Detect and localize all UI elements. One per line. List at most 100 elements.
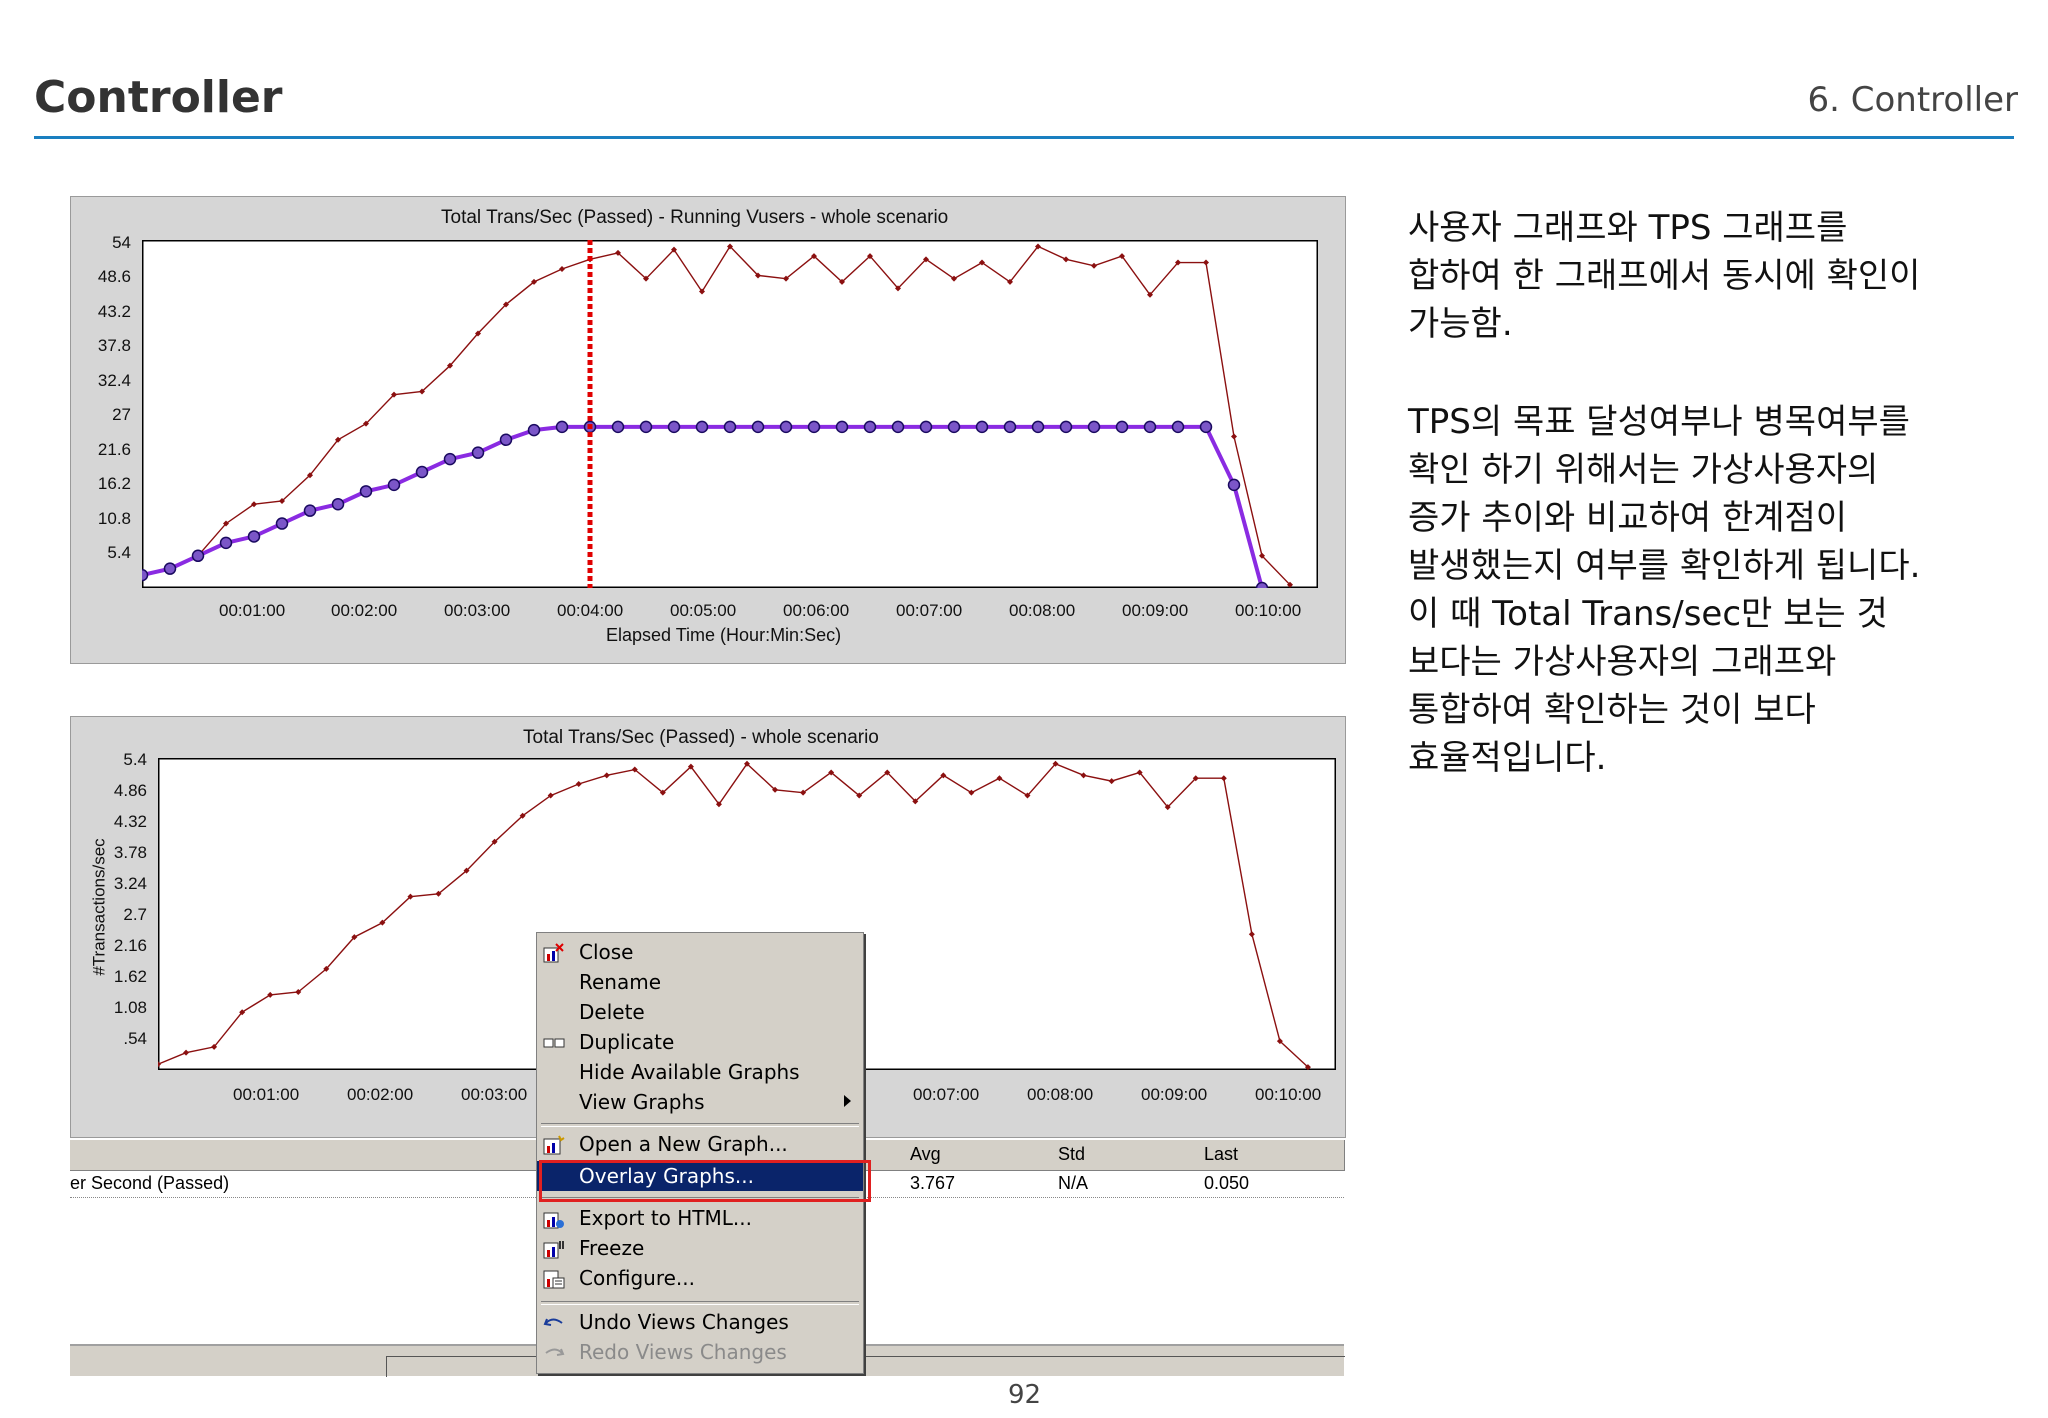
data-point (1108, 778, 1115, 785)
menu-item-label: Redo Views Changes (579, 1340, 787, 1364)
ytick: 5.4 (123, 750, 147, 769)
data-point (1052, 760, 1059, 767)
menu-item-redo-views-changes[interactable]: Redo Views Changes (537, 1337, 863, 1367)
menu-item-view-graphs[interactable]: View Graphs (537, 1087, 863, 1117)
description-line: 발생했는지 여부를 확인하게 됩니다. (1408, 546, 1921, 586)
data-point (699, 288, 705, 295)
data-point (1164, 804, 1171, 811)
menu-item-duplicate[interactable]: Duplicate (537, 1027, 863, 1057)
xtick: 00:09:00 (1122, 601, 1189, 620)
data-point (547, 792, 554, 799)
page-number: 92 (1008, 1380, 1042, 1410)
data-point (1143, 420, 1157, 434)
data-point (1007, 278, 1013, 285)
menu-item-undo-views-changes[interactable]: Undo Views Changes (537, 1307, 863, 1337)
xtick: 00:04:00 (557, 601, 624, 620)
data-point (779, 420, 793, 434)
data-point (1276, 1038, 1283, 1045)
menu-item-overlay-graphs[interactable]: Overlay Graphs... (537, 1161, 863, 1191)
last-cell: 0.050 (1204, 1173, 1250, 1193)
data-point (391, 391, 397, 398)
graph2-ylabel: #Transactions/sec (89, 838, 109, 976)
data-point (611, 420, 625, 434)
data-point (1147, 291, 1153, 298)
data-point (912, 798, 919, 805)
bottom-tab-frame[interactable] (386, 1356, 1345, 1377)
ytick: 10.8 (97, 509, 131, 528)
data-point (219, 536, 233, 550)
data-point (1175, 259, 1181, 266)
description-line: 증가 추이와 비교하여 한계점이 (1408, 498, 1848, 538)
ytick: 32.4 (97, 371, 131, 390)
data-point (335, 436, 341, 443)
menu-item-close[interactable]: Close (537, 937, 863, 967)
xtick: 00:02:00 (331, 601, 398, 620)
data-point (1059, 420, 1073, 434)
ytick: 37.8 (97, 336, 131, 355)
data-point (835, 420, 849, 434)
data-point (639, 420, 653, 434)
data-point (1304, 1064, 1311, 1070)
description-line: 사용자 그래프와 TPS 그래프를 (1408, 208, 1848, 248)
description-line: TPS의 목표 달성여부나 병목여부를 (1408, 402, 1910, 442)
redo-icon (545, 1348, 565, 1356)
menu-item-export-html[interactable]: Export to HTML... (537, 1203, 863, 1233)
xtick: 00:01:00 (233, 1085, 300, 1104)
ytick: 1.62 (113, 967, 147, 986)
data-point (499, 433, 513, 447)
data-point (975, 420, 989, 434)
col-header-std[interactable]: Std (1052, 1140, 1199, 1171)
xtick: 00:03:00 (461, 1085, 528, 1104)
col-header-avg[interactable]: Avg (902, 1140, 1053, 1171)
data-point (723, 420, 737, 434)
menu-item-freeze[interactable]: Freeze (537, 1233, 863, 1263)
data-point (1087, 420, 1101, 434)
graph1-title: Total Trans/Sec (Passed) - Running Vuser… (441, 207, 949, 228)
data-point (191, 549, 205, 563)
data-point (239, 1009, 246, 1016)
col-header-last[interactable]: Last (1198, 1140, 1345, 1171)
menu-item-delete[interactable]: Delete (537, 997, 863, 1027)
data-point (671, 246, 677, 253)
data-point (951, 275, 957, 282)
std-cell: N/A (1058, 1173, 1089, 1193)
menu-item-label: Open a New Graph... (579, 1132, 788, 1156)
data-point (856, 792, 863, 799)
data-point (443, 452, 457, 466)
data-point (1119, 253, 1125, 260)
xtick: 00:07:00 (896, 601, 963, 620)
menu-item-hide-available-graphs[interactable]: Hide Available Graphs (537, 1057, 863, 1087)
graph2-title: Total Trans/Sec (Passed) - whole scenari… (523, 727, 879, 748)
measurement-cell: er Second (Passed) (70, 1173, 230, 1193)
data-point (183, 1049, 190, 1056)
menu-item-rename[interactable]: Rename (537, 967, 863, 997)
description-line: 가능함. (1408, 304, 1513, 344)
data-point (555, 420, 569, 434)
menu-item-label: Overlay Graphs... (579, 1164, 754, 1188)
data-point (695, 420, 709, 434)
data-point (359, 485, 373, 498)
col-header-avg-label: Avg (910, 1144, 941, 1164)
data-point (1192, 775, 1199, 782)
avg-cell: 3.767 (910, 1173, 956, 1193)
data-point (415, 465, 429, 479)
menu-item-configure[interactable]: Configure... (537, 1263, 863, 1293)
data-point (923, 256, 929, 263)
data-point (919, 420, 933, 434)
duplicate-icon (543, 1038, 565, 1048)
data-point (996, 775, 1003, 782)
description-line: 효율적입니다. (1408, 738, 1607, 778)
data-point (351, 934, 358, 941)
data-point (979, 259, 985, 266)
menu-item-label: Export to HTML... (579, 1206, 752, 1230)
data-point (279, 498, 285, 504)
menu-item-label: Freeze (579, 1236, 645, 1260)
data-point (142, 568, 149, 582)
data-point (267, 991, 274, 998)
data-point (603, 772, 610, 779)
section-label: 6. Controller (1807, 80, 2019, 120)
menu-item-label: Delete (579, 1000, 645, 1024)
data-point (1231, 433, 1237, 440)
menu-item-open-new-graph[interactable]: Open a New Graph... (537, 1129, 863, 1159)
submenu-arrow-icon (844, 1095, 851, 1107)
